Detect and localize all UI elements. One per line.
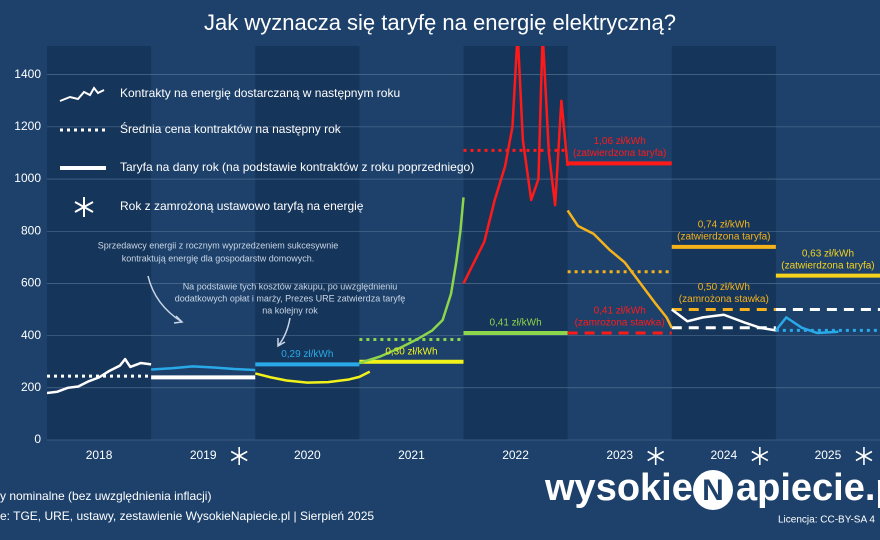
level-label: (zamrożona stawka) [679,294,769,305]
level-label: 0,29 zł/kWh [281,349,333,360]
snowflake-arm [647,450,665,462]
price-line [566,209,673,329]
price-line [670,308,777,332]
snowflake [855,447,873,465]
annotation-arrow [147,275,183,323]
annotation: kontraktują energię dla gospodarstw domo… [122,253,315,263]
snowflake-arm [751,450,769,462]
legend-label: Kontrakty na energię dostarczaną w nastę… [120,86,400,100]
level-label: (zatwierdzona taryfa) [573,148,666,159]
level-label: (zatwierdzona taryfa) [677,232,770,243]
footer-note: y nominalne (bez uwzględnienia inflacji) [0,489,211,503]
chart-title: Jak wyznacza się taryfę na energię elekt… [204,10,676,35]
annotation-arrow [277,338,286,348]
annotation: na kolejny rok [262,305,318,315]
price-line [462,46,569,285]
license: Licencja: CC-BY-SA 4 [778,515,875,526]
snowflake-arm [855,450,873,462]
x-tick-label: 2022 [502,448,529,462]
legend-icon [74,197,94,217]
snowflake [751,447,769,465]
logo-mark [693,470,733,510]
level-label: 0,41 zł/kWh [594,306,646,317]
level-label: (zamrożona stawka) [575,318,665,329]
logo: wysokie [544,467,693,509]
level-label: 0,41 zł/kWh [489,318,541,329]
y-tick-label: 0 [34,432,41,446]
annotation: dodatkowych opłat i marży, Prezes URE za… [175,293,405,303]
y-tick-label: 400 [21,328,41,342]
x-tick-label: 2023 [606,448,633,462]
annotation-arrow [277,317,291,347]
y-tick-label: 600 [21,276,41,290]
logo-mark: N [702,474,724,507]
price-line [151,365,256,372]
level-label: 0,50 zł/kWh [698,282,750,293]
snowflake [230,447,248,465]
y-tick-label: 1000 [14,171,41,185]
level-label: 1,06 zł/kWh [594,136,646,147]
x-tick-label: 2025 [815,448,842,462]
year-band [47,46,152,440]
y-tick-label: 200 [21,380,41,394]
x-tick-label: 2020 [294,448,321,462]
annotation: Sprzedawcy energii z rocznym wyprzedzeni… [98,240,339,250]
logo: apiecie.p [736,467,880,509]
price-line [774,316,839,335]
legend-label: Średnia cena kontraktów na następny rok [120,121,342,136]
footer-source: e: TGE, URE, ustawy, zestawienie Wysokie… [0,509,374,523]
level-label: (zatwierdzona taryfa) [781,260,874,271]
year-band [463,46,568,440]
annotation: Na podstawie tych kosztów zakupu, po uwz… [183,281,398,291]
y-tick-label: 1200 [14,119,41,133]
legend-label: Rok z zamrożoną ustawowo taryfą na energ… [120,199,364,213]
annotation-arrow [173,315,184,324]
year-band [671,46,776,440]
price-line [47,357,152,395]
level-label: 0,74 zł/kWh [698,220,750,231]
level-label: 0,30 zł/kWh [385,346,437,357]
price-line [359,197,465,365]
year-band [255,46,360,440]
x-tick-label: 2019 [190,448,217,462]
legend-label: Taryfa na dany rok (na podstawie kontrak… [120,160,474,174]
snowflake [647,447,665,465]
x-tick-label: 2024 [710,448,737,462]
y-tick-label: 800 [21,223,41,237]
y-tick-label: 1400 [14,67,41,81]
x-tick-label: 2021 [398,448,425,462]
level-label: 0,63 zł/kWh [802,248,854,259]
snowflake-arm [230,450,248,462]
price-line [254,370,371,384]
x-tick-label: 2018 [86,448,113,462]
legend-icon [59,86,105,102]
